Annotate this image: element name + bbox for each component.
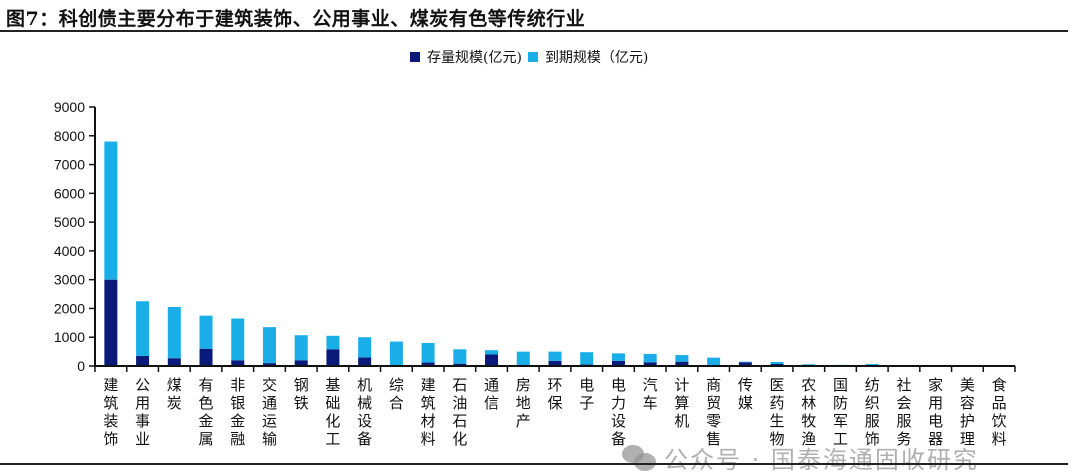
x-tick-label: 纺织服饰 xyxy=(865,376,880,448)
x-tick-label: 家用电器 xyxy=(928,376,943,448)
x-tick-label: 非银金融 xyxy=(230,376,245,448)
bar-maturing xyxy=(358,337,371,357)
bar-maturing xyxy=(295,335,308,360)
x-tick-label: 汽车 xyxy=(643,376,658,412)
x-tick-label: 有色金属 xyxy=(199,376,214,448)
y-tick-label: 1000 xyxy=(54,329,85,345)
x-tick-label: 钢铁 xyxy=(294,376,309,412)
bar-maturing xyxy=(707,358,720,365)
y-tick-label: 0 xyxy=(77,358,85,374)
bar-stock xyxy=(200,349,213,366)
x-tick-label: 基础化工 xyxy=(325,376,340,448)
bar-stock xyxy=(168,358,181,366)
y-tick-label: 3000 xyxy=(54,272,85,288)
x-tick-label: 电子 xyxy=(579,376,594,412)
y-tick-label: 7000 xyxy=(54,157,85,173)
bar-maturing xyxy=(549,352,562,361)
bar-stock xyxy=(485,354,498,366)
x-tick-label: 电力设备 xyxy=(611,376,626,448)
y-tick-label: 5000 xyxy=(54,214,85,230)
bar-stock xyxy=(104,280,117,366)
x-tick-label: 商贸零售 xyxy=(706,376,721,448)
x-tick-label: 农林牧渔 xyxy=(801,376,816,448)
x-tick-label: 公用事业 xyxy=(135,376,150,448)
bar-maturing xyxy=(326,336,339,350)
bar-maturing xyxy=(231,319,244,361)
x-tick-label: 美容护理 xyxy=(960,376,975,448)
bar-maturing xyxy=(453,349,466,363)
bar-maturing xyxy=(200,316,213,349)
bar-maturing xyxy=(390,342,403,366)
x-tick-label: 机械设备 xyxy=(357,376,372,448)
x-tick-label: 煤炭 xyxy=(167,376,182,412)
y-tick-label: 6000 xyxy=(54,185,85,201)
x-tick-label: 社会服务 xyxy=(896,376,911,448)
bar-maturing xyxy=(675,355,688,362)
x-tick-label: 通信 xyxy=(484,376,499,412)
x-tick-label: 国防军工 xyxy=(833,376,848,448)
bar-maturing xyxy=(739,362,752,363)
bar-maturing xyxy=(168,307,181,358)
bar-maturing xyxy=(485,350,498,354)
bar-maturing xyxy=(136,301,149,356)
y-tick-label: 8000 xyxy=(54,128,85,144)
x-tick-label: 房地产 xyxy=(516,376,531,430)
y-tick-label: 4000 xyxy=(54,243,85,259)
x-tick-label: 石油石化 xyxy=(452,376,467,448)
bar-maturing xyxy=(580,352,593,364)
x-tick-label: 综合 xyxy=(389,376,404,412)
bar-maturing xyxy=(612,353,625,360)
bar-maturing xyxy=(263,327,276,363)
x-tick-label: 计算机 xyxy=(674,376,689,430)
y-tick-label: 9000 xyxy=(54,99,85,115)
x-tick-label: 传媒 xyxy=(738,376,753,412)
bar-maturing xyxy=(517,352,530,366)
y-tick-label: 2000 xyxy=(54,300,85,316)
bar-maturing xyxy=(104,142,117,280)
bar-maturing xyxy=(422,343,435,363)
wechat-icon xyxy=(622,445,656,471)
x-tick-label: 食品饮料 xyxy=(992,376,1007,448)
bottom-divider xyxy=(0,463,1068,465)
x-tick-label: 建筑装饰 xyxy=(103,376,118,448)
x-tick-label: 医药生物 xyxy=(770,376,785,448)
bar-maturing xyxy=(644,354,657,362)
x-tick-label: 建筑材料 xyxy=(421,376,436,448)
bar-stock xyxy=(326,349,339,366)
bar-stock xyxy=(136,356,149,366)
bar-stock xyxy=(358,357,371,366)
x-tick-label: 交通运输 xyxy=(262,376,277,448)
bar-maturing xyxy=(771,362,784,364)
x-tick-label: 环保 xyxy=(547,376,562,412)
